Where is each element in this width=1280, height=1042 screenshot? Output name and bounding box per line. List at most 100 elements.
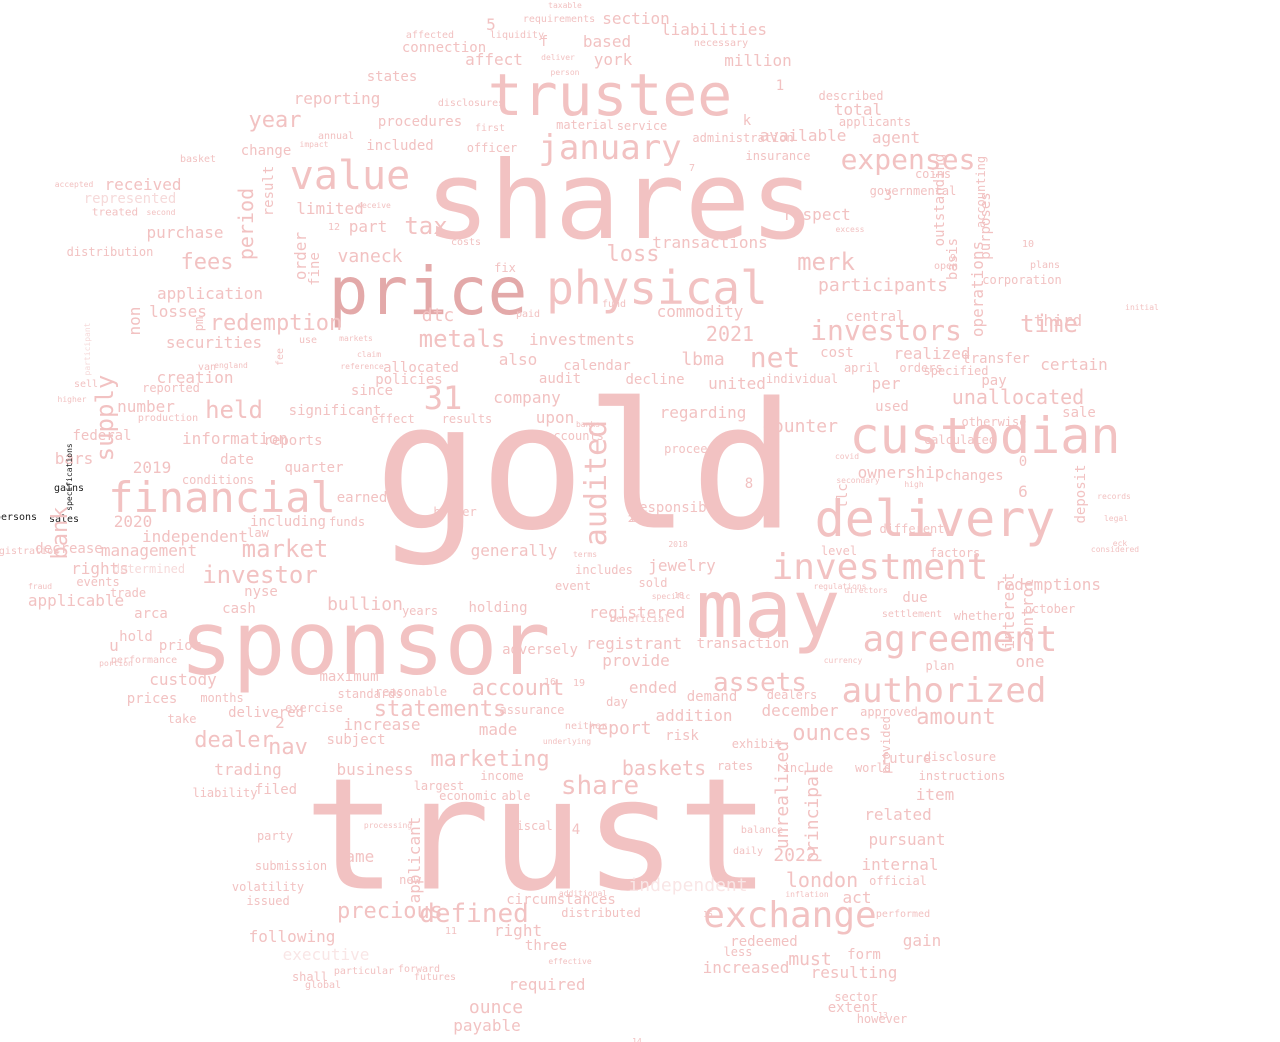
cloud-word: significant (288, 403, 382, 419)
cloud-word: unrealized (772, 740, 793, 850)
cloud-word: principal (802, 765, 823, 863)
cloud-word: global (304, 980, 342, 991)
cloud-word: party (256, 829, 294, 843)
cloud-word: specifications (65, 443, 74, 511)
cloud-word: funds (328, 515, 366, 529)
cloud-word: independent (628, 875, 748, 896)
cloud-word: agent (871, 128, 921, 147)
cloud-word: upon (535, 408, 575, 427)
cloud-word: deliver (541, 53, 575, 62)
cloud-word: exchange (703, 895, 877, 936)
cloud-word: sell (73, 379, 99, 390)
cloud-word: 16 (543, 677, 557, 688)
cloud-word: pay (981, 373, 1007, 389)
cloud-word: 430 (630, 514, 650, 525)
cloud-word: united (708, 374, 766, 393)
cloud-word: related (864, 805, 932, 824)
cloud-word: directors (844, 586, 888, 595)
cloud-word: markets (339, 334, 373, 343)
cloud-word: internal (861, 855, 939, 874)
cloud-word: determined (112, 562, 186, 576)
cloud-word: whether (953, 609, 1005, 623)
cloud-word: adversely (502, 642, 578, 658)
cloud-word: k (742, 113, 752, 129)
cloud-word: results (441, 412, 493, 426)
cloud-word: available (759, 126, 847, 145)
cloud-word: allocated (383, 360, 459, 376)
cloud-word: one (1015, 652, 1045, 671)
cloud-word: marketing (430, 747, 550, 772)
cloud-word: independent (142, 527, 248, 546)
cloud-word: item (915, 785, 955, 804)
cloud-word: instructions (918, 769, 1006, 783)
cloud-word: part (348, 217, 388, 236)
cloud-word: f (539, 34, 549, 50)
cloud-word: first (474, 123, 506, 134)
cloud-word: production (137, 413, 199, 424)
cloud-word: affect (465, 50, 523, 69)
cloud-word: sector (834, 990, 878, 1004)
cloud-word: amount (916, 705, 996, 730)
cloud-word: different (879, 522, 945, 536)
cloud-word: provided (879, 716, 893, 774)
cloud-word: event (554, 579, 592, 593)
cloud-word: bank (48, 506, 73, 560)
cloud-word: states (366, 69, 418, 85)
cloud-word: 2019 (132, 458, 172, 477)
cloud-word: trust (303, 744, 771, 926)
cloud-word: 15 (703, 910, 713, 919)
cloud-word: purchase (146, 223, 224, 242)
cloud-word: generally (470, 541, 558, 560)
cloud-word: result (261, 165, 277, 217)
cloud-word: authorized (841, 671, 1047, 711)
cloud-word: corporation (982, 273, 1062, 287)
cloud-word: basket (179, 154, 217, 165)
cloud-word: filed (254, 782, 298, 798)
cloud-word: gains (53, 483, 85, 494)
cloud-word: operations (968, 240, 987, 338)
cloud-word: trustee (487, 61, 733, 129)
cloud-word: securities (165, 333, 263, 352)
cloud-word: excess (835, 225, 865, 234)
cloud-word: gain (902, 931, 942, 950)
cloud-word: earned (336, 490, 388, 506)
cloud-word: may (695, 563, 841, 656)
cloud-word: baskets (621, 756, 707, 780)
cloud-word: forward (397, 964, 441, 975)
cloud-word: ended (628, 678, 678, 697)
cloud-word: including (250, 514, 326, 530)
cloud-word: bullion (327, 594, 403, 615)
cloud-word: 2016 (627, 514, 653, 525)
cloud-word: 2015 (627, 514, 653, 525)
cloud-word: costs (450, 237, 482, 248)
cloud-word: fix (494, 261, 516, 275)
cloud-word: includes (575, 563, 633, 577)
cloud-word: effect (371, 412, 415, 426)
cloud-word: persons (0, 512, 38, 523)
cloud-word: volatility (231, 880, 305, 894)
cloud-word: 2017 (627, 514, 653, 525)
cloud-word: following (248, 927, 336, 946)
cloud-word: events (76, 575, 120, 589)
cloud-word: 5 (486, 15, 496, 34)
cloud-word: years (401, 604, 439, 618)
cloud-word: fine (307, 252, 323, 286)
cloud-word: cost (820, 345, 854, 361)
cloud-word: eck (1112, 539, 1128, 548)
cloud-word: required (508, 975, 586, 994)
cloud-word: participant (83, 322, 92, 376)
cloud-word: prices (126, 691, 178, 707)
cloud-word: fraud (27, 582, 53, 591)
cloud-word: physical (546, 261, 768, 315)
cloud-word: january (538, 128, 682, 168)
cloud-word: three (524, 938, 568, 954)
cloud-word: calendar (563, 358, 631, 374)
cloud-word: otherwise (961, 415, 1027, 429)
cloud-word: inflation (785, 890, 829, 899)
cloud-word: exercise (285, 701, 343, 715)
cloud-word: 11 (444, 926, 458, 937)
cloud-word: demand (686, 689, 738, 705)
cloud-word: pm (192, 316, 206, 332)
cloud-word: report (586, 718, 652, 739)
cloud-word: officer (466, 141, 518, 155)
